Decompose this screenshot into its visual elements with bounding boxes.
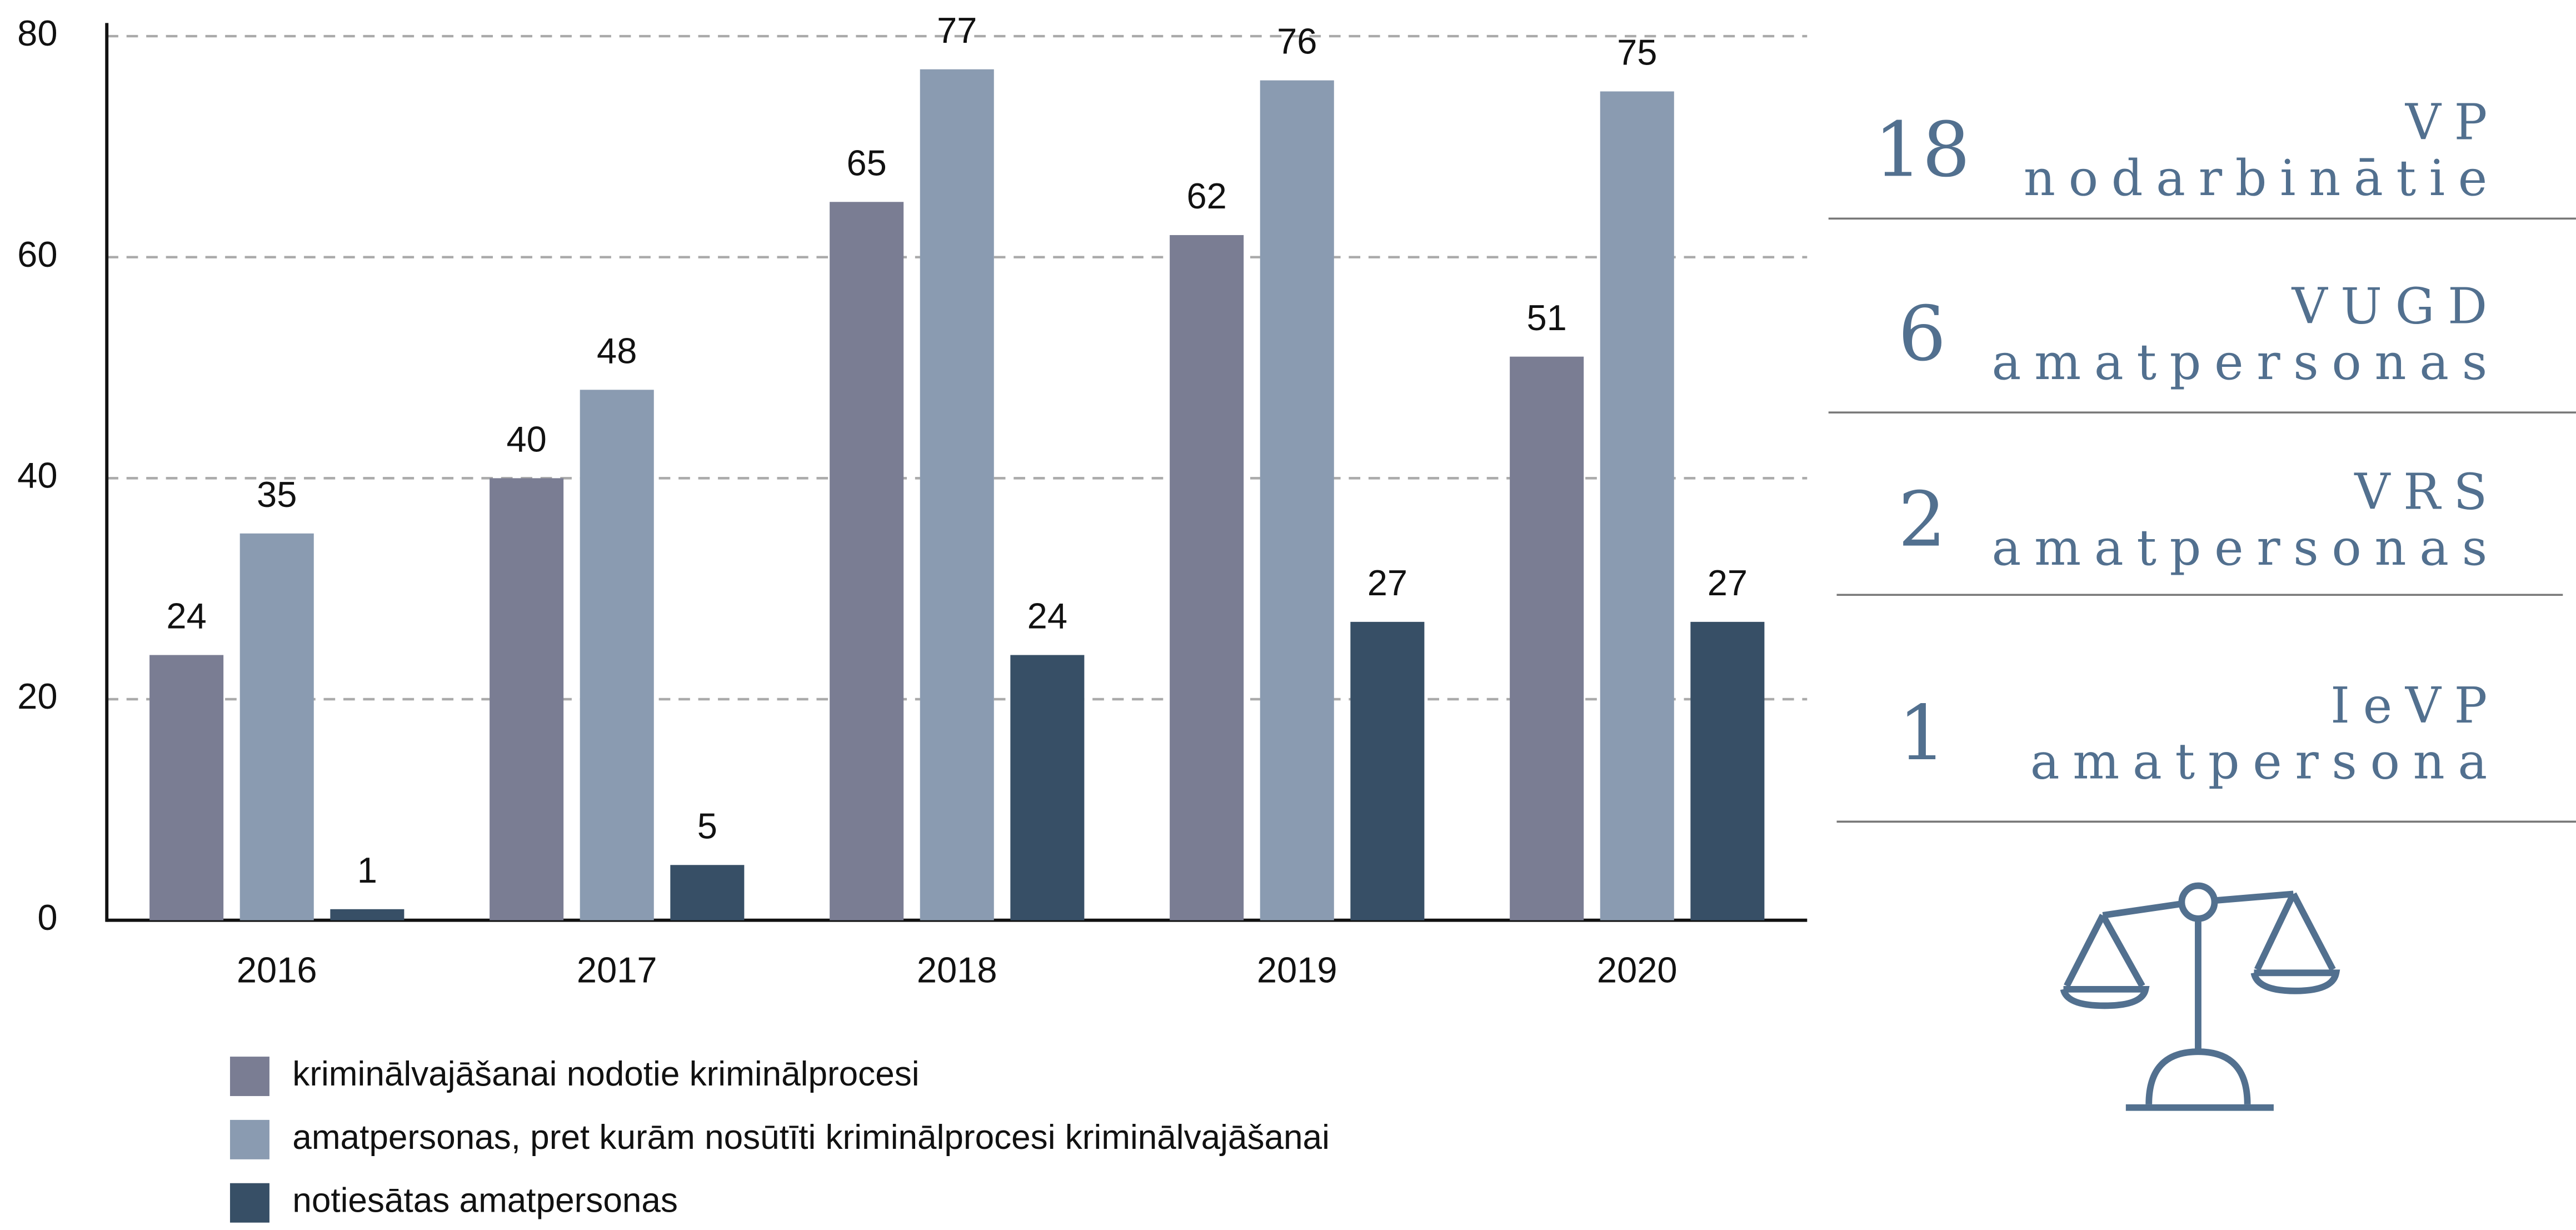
stat-label: VUGD xyxy=(2292,278,2500,335)
bar xyxy=(1350,621,1425,920)
bar xyxy=(830,202,904,920)
stat-label: nodarbinātie xyxy=(2024,150,2500,207)
legend-swatch xyxy=(229,1183,269,1223)
scales-icon xyxy=(2060,882,2340,1111)
bar xyxy=(580,390,654,920)
x-tick-label: 2018 xyxy=(917,949,997,990)
value-label: 1 xyxy=(357,850,377,890)
stat-label: VP xyxy=(2405,93,2500,151)
bar xyxy=(149,655,224,920)
x-tick-label: 2017 xyxy=(577,949,657,990)
bar xyxy=(1260,80,1334,920)
value-label: 65 xyxy=(846,142,886,183)
stat-label: amatpersonas xyxy=(1992,519,2500,576)
bar xyxy=(1170,235,1244,920)
stat-label: VRS xyxy=(2354,464,2500,521)
x-tick-label: 2020 xyxy=(1597,949,1678,990)
stat-number: 18 xyxy=(1874,106,1970,194)
value-label: 77 xyxy=(937,10,977,51)
bar xyxy=(920,69,994,920)
x-tick-label: 2016 xyxy=(237,949,317,990)
stat-number: 6 xyxy=(1898,291,1946,379)
y-tick-label: 60 xyxy=(17,234,57,275)
value-label: 27 xyxy=(1367,562,1407,603)
y-tick-label: 80 xyxy=(17,13,57,53)
value-label: 24 xyxy=(1027,596,1067,636)
bar xyxy=(1010,655,1085,920)
bar xyxy=(1690,621,1765,920)
value-label: 27 xyxy=(1708,562,1748,603)
stat-label: IeVP xyxy=(2330,677,2500,734)
value-label: 75 xyxy=(1617,32,1657,73)
stat-number: 2 xyxy=(1898,476,1946,564)
legend-label: amatpersonas, pret kurām nosūtīti krimin… xyxy=(292,1118,1330,1157)
value-label: 24 xyxy=(166,596,206,636)
bar xyxy=(330,909,405,920)
value-label: 5 xyxy=(697,805,717,846)
bar xyxy=(1510,356,1584,920)
value-label: 40 xyxy=(506,419,546,460)
y-tick-label: 0 xyxy=(37,897,57,938)
x-tick-label: 2019 xyxy=(1257,949,1337,990)
value-label: 62 xyxy=(1186,176,1226,216)
legend-swatch xyxy=(229,1057,269,1097)
legend-label: notiesātas amatpersonas xyxy=(292,1182,678,1220)
stat-label: amatpersonas xyxy=(1992,333,2500,391)
value-label: 76 xyxy=(1277,21,1317,62)
bar xyxy=(490,478,564,920)
value-label: 48 xyxy=(597,330,637,371)
value-label: 35 xyxy=(257,474,297,515)
legend-swatch xyxy=(229,1119,269,1159)
y-tick-label: 20 xyxy=(17,676,57,716)
stat-number: 1 xyxy=(1898,690,1946,778)
bar xyxy=(1600,91,1674,920)
bar xyxy=(239,533,314,920)
value-label: 51 xyxy=(1526,297,1566,338)
legend-label: kriminālvajāšanai nodotie kriminālproces… xyxy=(292,1055,919,1093)
stat-label: amatpersona xyxy=(2030,733,2500,790)
bar xyxy=(670,865,745,920)
y-tick-label: 40 xyxy=(17,455,57,496)
